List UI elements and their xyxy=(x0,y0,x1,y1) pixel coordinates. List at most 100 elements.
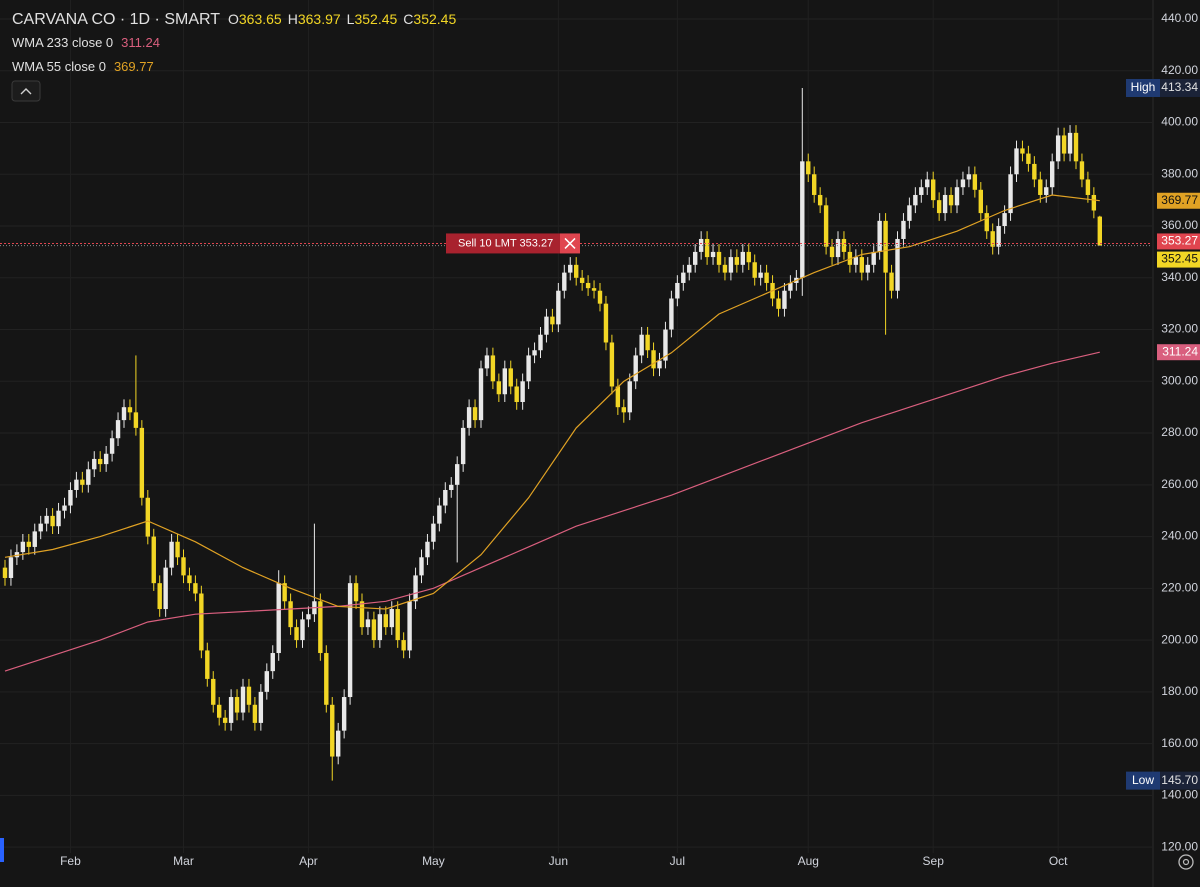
indicator-legend: WMA 55 close 0 369.77 xyxy=(12,59,154,74)
candle-body xyxy=(829,246,835,258)
indicator-value: 311.24 xyxy=(121,35,160,50)
settings-button[interactable] xyxy=(1178,854,1194,870)
y-tick-label: 180.00 xyxy=(1161,684,1198,698)
ohlc-letter: C xyxy=(403,11,413,27)
ohlc-letter: H xyxy=(288,11,298,27)
candle-body xyxy=(645,334,650,351)
candle-body xyxy=(199,593,204,651)
candle-body xyxy=(395,609,400,641)
settings-ring xyxy=(1178,854,1194,870)
y-tick-label: 400.00 xyxy=(1161,115,1198,129)
candle-body xyxy=(895,238,900,291)
candle-body xyxy=(80,479,85,485)
ma-price-tag: 369.77 xyxy=(1161,193,1198,207)
candle-body xyxy=(568,264,573,273)
candle-body xyxy=(330,704,335,757)
candle-body xyxy=(252,704,258,723)
last-price-tag: 352.45 xyxy=(1161,252,1198,266)
candle-body xyxy=(698,238,704,252)
side-tab[interactable] xyxy=(0,838,4,862)
candle-body xyxy=(823,205,829,247)
candle-body xyxy=(675,282,680,299)
candle-body xyxy=(300,619,305,641)
candle-body xyxy=(324,653,329,705)
ma-line xyxy=(4,351,1100,672)
candle-body xyxy=(526,355,531,382)
candle-body xyxy=(407,601,412,651)
extreme-value: 413.34 xyxy=(1161,80,1198,94)
candle-body xyxy=(56,510,61,527)
candle-body xyxy=(966,174,972,180)
candle-body xyxy=(1091,194,1097,211)
collapse-button[interactable] xyxy=(11,80,41,102)
candle-body xyxy=(764,272,769,283)
candle-body xyxy=(901,220,906,239)
candle-body xyxy=(318,601,323,654)
candle-body xyxy=(460,427,466,465)
candle-body xyxy=(401,640,406,651)
indicator-legend: WMA 233 close 0 311.24 xyxy=(12,35,160,50)
symbol-title: CARVANA CO · 1D · SMART xyxy=(12,11,220,28)
extreme-value: 145.70 xyxy=(1161,773,1198,787)
candle-body xyxy=(211,678,216,705)
candle-body xyxy=(217,704,222,718)
candle-body xyxy=(752,262,757,278)
grid xyxy=(0,0,1152,853)
candle-body xyxy=(234,697,240,713)
order-tag xyxy=(446,233,560,254)
y-tick-label: 420.00 xyxy=(1161,63,1198,77)
candle-body xyxy=(50,515,55,527)
collapse-box[interactable] xyxy=(11,80,41,102)
candle-body xyxy=(532,350,537,356)
candle-body xyxy=(722,264,728,273)
candle-body xyxy=(484,355,490,369)
candle-body xyxy=(693,251,698,265)
candle-body xyxy=(663,329,668,361)
candle-body xyxy=(32,531,37,547)
order-price-tag-bg xyxy=(1157,233,1200,250)
candle-body xyxy=(246,686,252,705)
ma-price-tag-bg xyxy=(1157,344,1200,361)
candle-body xyxy=(282,583,287,602)
candle-body xyxy=(907,205,912,221)
candle-body xyxy=(258,691,264,723)
candle-body xyxy=(205,650,210,679)
candle-body xyxy=(359,601,365,628)
candle-body xyxy=(936,200,942,214)
candle-body xyxy=(835,238,841,258)
y-tick-label: 240.00 xyxy=(1161,529,1198,543)
candle-body xyxy=(127,407,133,413)
candle-body xyxy=(657,360,662,369)
candle-body xyxy=(371,619,377,641)
candle-body xyxy=(163,567,168,610)
candle-body xyxy=(865,264,870,273)
x-tick-label: Feb xyxy=(60,854,81,868)
x-tick-label: May xyxy=(422,854,445,868)
candle-body xyxy=(948,194,954,206)
y-tick-label: 140.00 xyxy=(1161,788,1198,802)
candle-body xyxy=(704,238,710,258)
candle-body xyxy=(609,342,615,387)
candle-body xyxy=(716,251,722,265)
candle-body xyxy=(817,194,823,206)
candle-body xyxy=(734,257,740,265)
candle-body xyxy=(1002,213,1007,227)
x-tick-label: Aug xyxy=(798,854,819,868)
candle-body xyxy=(919,187,924,195)
candle-body xyxy=(455,464,460,485)
indicator-name: WMA 55 close 0 xyxy=(12,59,106,74)
candle-body xyxy=(954,187,960,206)
candle-body xyxy=(377,614,383,641)
candle-body xyxy=(175,541,180,558)
candle-body xyxy=(383,614,388,628)
candle-body xyxy=(859,257,864,273)
candle-body xyxy=(44,515,49,524)
candle-body xyxy=(508,368,513,387)
candle-body xyxy=(187,575,192,584)
candle-body xyxy=(306,614,311,620)
ohlc-value: 363.65 xyxy=(239,11,282,27)
